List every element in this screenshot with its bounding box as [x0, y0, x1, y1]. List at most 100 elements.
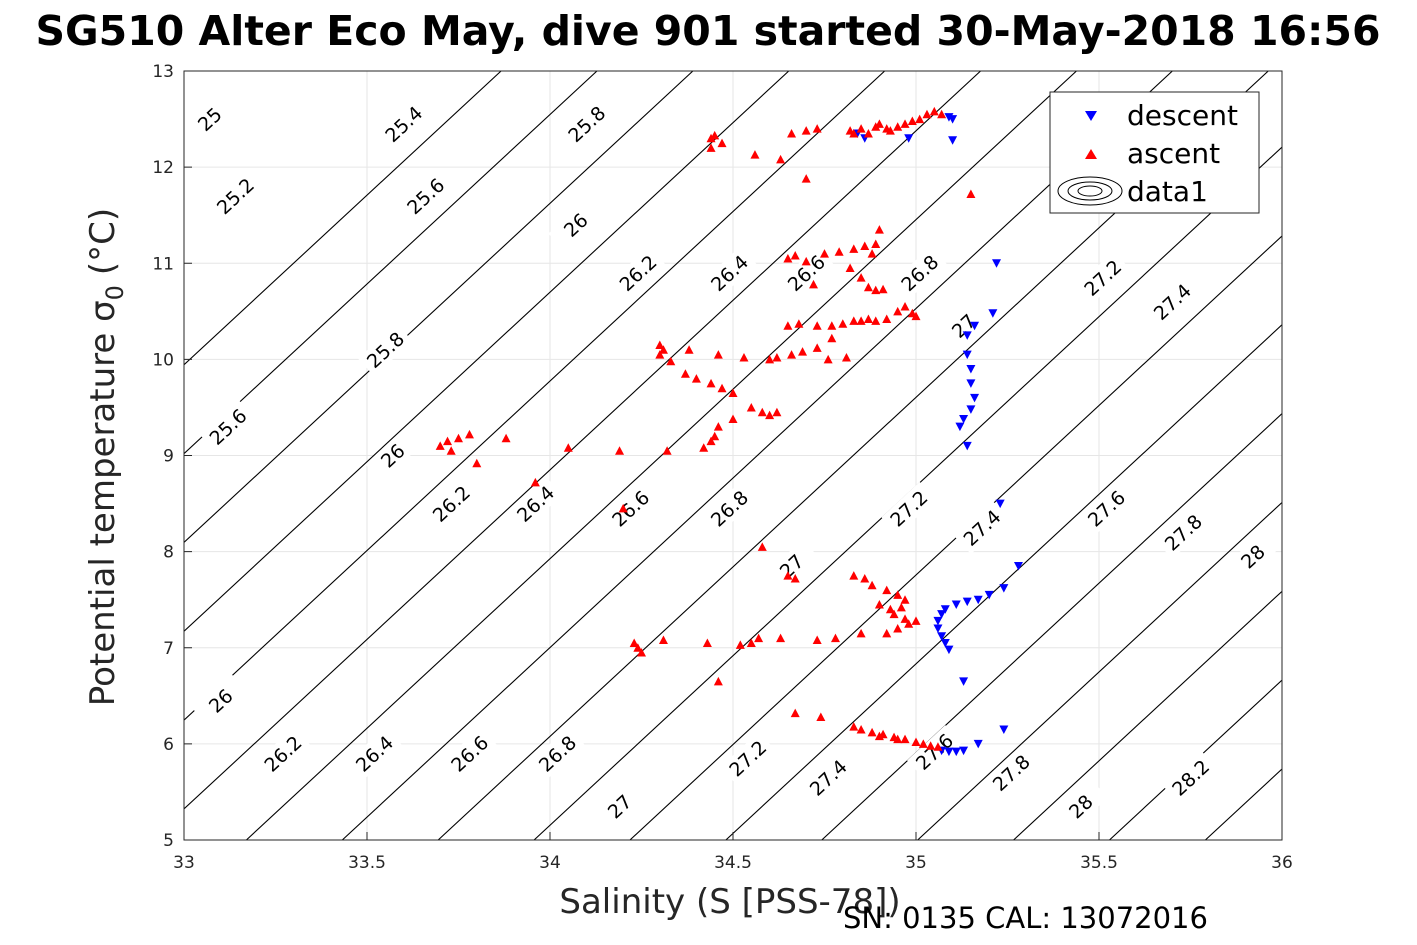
y-tick-label: 5 [163, 831, 174, 851]
ascent-point [798, 347, 808, 356]
isopycnal-line [629, 235, 1282, 840]
ascent-point [900, 595, 910, 604]
ascent-point [860, 574, 870, 583]
ascent-point [830, 633, 840, 643]
descent-point [999, 584, 1009, 593]
ascent-point [658, 635, 668, 645]
descent-point [933, 616, 943, 626]
descent-point [937, 632, 947, 641]
descent-point [904, 134, 914, 143]
ascent-point [900, 614, 910, 623]
descent-point [992, 259, 1002, 268]
ascent-point [464, 429, 474, 439]
y-axis-label-subscript: 0 [101, 285, 129, 300]
legend-ascent-label: ascent [1127, 137, 1220, 170]
ascent-point [746, 638, 756, 647]
y-axis-label-main: Potential temperature σ [83, 300, 123, 706]
descent-point [951, 747, 961, 757]
legend-contour-marker [1057, 176, 1123, 206]
ascent-point [874, 225, 884, 234]
isopycnal-line [341, 71, 1173, 840]
ascent-point [926, 741, 936, 750]
isopycnal-label-bg [1079, 481, 1134, 535]
ascent-point [929, 106, 939, 116]
ascent-point [878, 284, 888, 294]
ascent-point [794, 319, 804, 328]
descent-point [962, 331, 972, 340]
y-axis-label: Potential temperature σ0 (°C) [83, 208, 129, 706]
chart-title: SG510 Alter Eco May, dive 901 started 30… [36, 7, 1381, 55]
ascent-point [933, 742, 943, 751]
descent-point [984, 590, 994, 600]
ascent-point [882, 585, 892, 595]
isopycnal-label-bg [1075, 251, 1130, 305]
ascent-point [666, 356, 676, 366]
isopycnal-label-bg [423, 477, 479, 531]
descent-point [948, 115, 958, 124]
descent-point [933, 624, 943, 634]
ascent-point [904, 619, 914, 628]
ascent-point [615, 446, 625, 455]
isopycnal-label-bg [559, 97, 614, 151]
descent-point [937, 610, 947, 619]
x-tick-label: 36 [1271, 853, 1293, 873]
descent-point [944, 645, 954, 655]
isopycnal-label-bg [208, 169, 263, 223]
isopycnal-line [184, 71, 790, 633]
descent-point [948, 136, 958, 145]
ascent-point [776, 154, 786, 164]
descent-point [966, 364, 976, 374]
descent-point [962, 597, 972, 607]
x-tick-label: 35 [905, 853, 927, 873]
ascent-point [699, 443, 709, 452]
isopycnal-line [1109, 679, 1282, 840]
ascent-point [966, 189, 976, 199]
ascent-point [757, 407, 767, 417]
isopycnal-label-bg [376, 97, 431, 151]
ascent-point [790, 251, 800, 260]
descent-point [959, 677, 969, 686]
isopycnal-label-bg [1053, 779, 1108, 833]
isopycnal-line [821, 412, 1282, 840]
ascent-point [896, 602, 906, 612]
ascent-point [867, 727, 877, 737]
ascent-point [713, 676, 723, 686]
ascent-point [680, 369, 690, 378]
ascent-point [856, 124, 866, 133]
isopycnal-label-bg [1225, 529, 1280, 583]
ascent-point [787, 350, 797, 359]
descent-point [966, 379, 976, 388]
isopycnal-label-bg [610, 246, 666, 300]
ascent-point [812, 321, 822, 330]
descent-point [955, 422, 965, 432]
descent-point [959, 414, 969, 424]
isopycnal-line [725, 324, 1282, 840]
ascent-point [717, 138, 727, 148]
ascent-point [860, 241, 870, 250]
ascent-point [863, 128, 873, 138]
isopycnal-label-bg [720, 731, 775, 785]
ascent-point [871, 285, 881, 295]
isopycnal-label-bg [907, 725, 962, 779]
descent-point [940, 638, 950, 648]
descent-point [999, 725, 1009, 734]
ascent-point [856, 724, 866, 734]
ascent-point [911, 616, 921, 625]
ascent-point [713, 350, 723, 359]
ascent-point [750, 150, 760, 159]
isopycnal-line [184, 71, 694, 544]
ascent-point [765, 410, 775, 420]
ascent-point [717, 383, 727, 393]
ascent-point [845, 263, 855, 273]
descent-point [944, 747, 954, 757]
descent-point [940, 605, 950, 614]
ascent-point [662, 446, 672, 455]
ascent-point [937, 109, 947, 119]
y-tick-label: 12 [152, 158, 174, 178]
descent-point [959, 746, 969, 756]
ascent-point [633, 643, 643, 652]
ascent-point [655, 340, 665, 349]
ascent-point [856, 273, 866, 282]
ascent-point [816, 712, 826, 721]
